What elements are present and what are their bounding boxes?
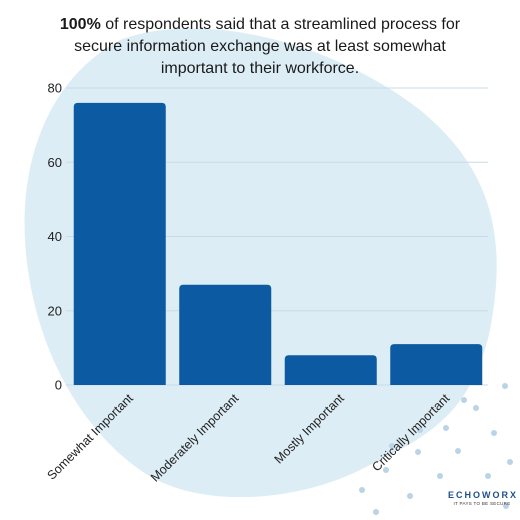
y-tick-label: 40 <box>48 229 62 244</box>
bar-somewhat-important <box>73 102 166 385</box>
chart-title-highlight: 100% <box>59 16 101 33</box>
x-axis-labels: Somewhat Important Moderately Important Mo… <box>44 391 452 485</box>
y-tick-label: 60 <box>48 155 62 170</box>
logo: ECHOWORX IT PAYS TO BE SECURE <box>448 490 516 506</box>
bar-moderately-important <box>179 284 272 385</box>
y-tick-label: 20 <box>48 303 62 318</box>
decorative-dots <box>359 383 513 515</box>
x-category-label: Critically Important <box>369 391 452 474</box>
y-tick-label: 0 <box>55 378 62 393</box>
logo-tagline: IT PAYS TO BE SECURE <box>453 501 511 506</box>
logo-wordmark: ECHOWORX <box>448 490 518 500</box>
y-axis-ticks: 0 20 40 60 80 <box>48 81 62 393</box>
bar-critically-important <box>390 344 483 385</box>
x-category-label: Moderately Important <box>148 391 242 485</box>
chart-title: 100% of respondents said that a streamli… <box>40 14 480 80</box>
bar-mostly-important <box>284 355 377 385</box>
chart-title-text: of respondents said that a streamlined p… <box>74 16 461 77</box>
bars <box>73 102 483 385</box>
y-tick-label: 80 <box>48 81 62 96</box>
x-category-label: Mostly Important <box>272 391 348 467</box>
x-category-label: Somewhat Important <box>44 391 136 483</box>
